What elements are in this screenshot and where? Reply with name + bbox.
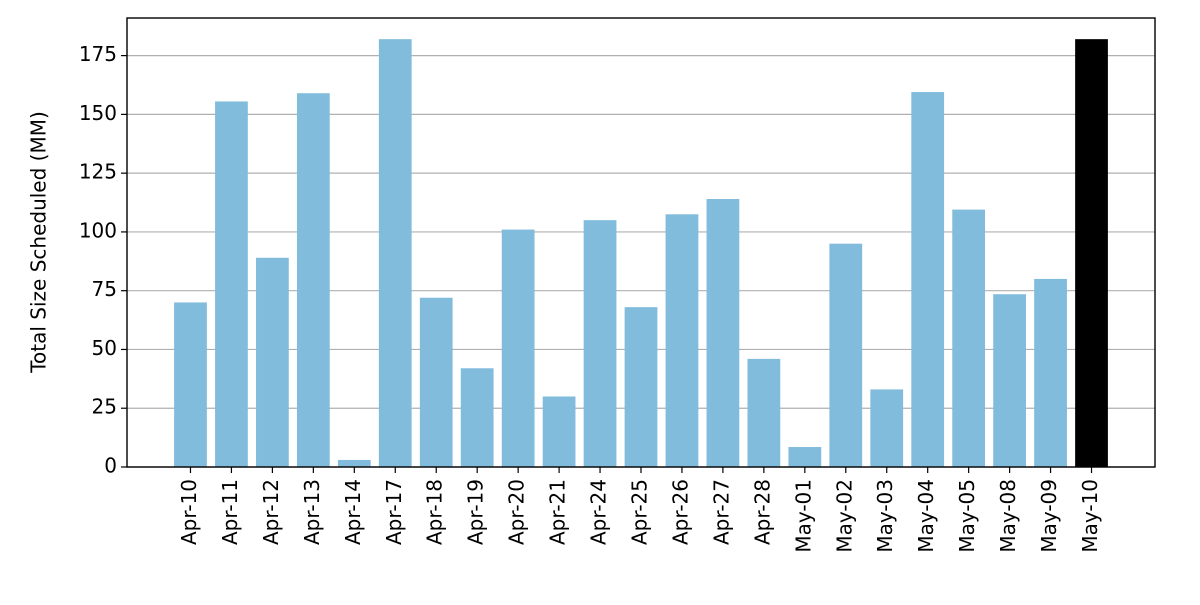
- x-tick-label: Apr-19: [464, 479, 488, 545]
- bar: [337, 459, 371, 467]
- x-tick-label: May-09: [1037, 479, 1061, 553]
- x-tick-label: Apr-14: [341, 479, 365, 545]
- x-tick-label: Apr-28: [750, 479, 774, 545]
- x-tick-label: May-05: [955, 479, 979, 553]
- x-tick-label: May-02: [832, 479, 856, 553]
- bar: [419, 297, 453, 467]
- x-tick-label: Apr-12: [259, 479, 283, 545]
- bar: [624, 307, 658, 467]
- y-tick-label: 100: [79, 218, 117, 242]
- x-tick-label: Apr-21: [546, 479, 570, 545]
- bar: [542, 396, 576, 467]
- y-tick-label: 25: [92, 395, 117, 419]
- plot-frame: [126, 17, 1156, 468]
- x-tick-label: Apr-24: [587, 479, 611, 545]
- y-tick-label: 175: [79, 42, 117, 66]
- x-tick-label: Apr-17: [382, 479, 406, 545]
- bar: [665, 214, 699, 467]
- bar: [583, 220, 617, 467]
- bar: [215, 101, 248, 467]
- bar: [501, 229, 535, 467]
- bar: [256, 257, 289, 467]
- y-tick-label: 125: [79, 160, 117, 184]
- x-tick-label: Apr-13: [300, 479, 324, 545]
- y-tick-label: 150: [79, 101, 117, 125]
- bar: [1075, 39, 1108, 467]
- bar: [993, 294, 1026, 467]
- x-tick-label: May-04: [914, 479, 938, 553]
- x-tick-label: Apr-26: [668, 479, 692, 545]
- x-tick-label: Apr-25: [628, 479, 652, 545]
- x-tick-label: May-10: [1078, 479, 1102, 553]
- y-tick-label: 75: [92, 277, 117, 301]
- y-axis-label: Total Size Scheduled (MM): [27, 111, 51, 374]
- bar: [174, 302, 207, 467]
- x-tick-label: Apr-27: [709, 479, 733, 545]
- bar: [788, 447, 822, 467]
- bar: [829, 243, 863, 467]
- x-tick-label: May-01: [791, 479, 815, 553]
- x-tick-label: May-03: [873, 479, 897, 553]
- y-tick-label: 50: [92, 336, 117, 360]
- bar: [952, 209, 986, 468]
- bar: [1034, 278, 1067, 467]
- bar: [911, 92, 945, 467]
- bar: [296, 93, 330, 467]
- y-tick-label: 0: [104, 454, 117, 478]
- x-tick-label: Apr-11: [218, 479, 242, 545]
- bar: [378, 39, 412, 467]
- bar: [460, 368, 494, 467]
- x-tick-label: May-08: [996, 479, 1020, 553]
- x-tick-label: Apr-20: [505, 479, 529, 545]
- x-tick-label: Apr-18: [423, 479, 447, 545]
- bar: [870, 389, 904, 467]
- bar: [747, 358, 781, 467]
- x-tick-label: Apr-10: [177, 479, 201, 545]
- bar: [706, 199, 740, 467]
